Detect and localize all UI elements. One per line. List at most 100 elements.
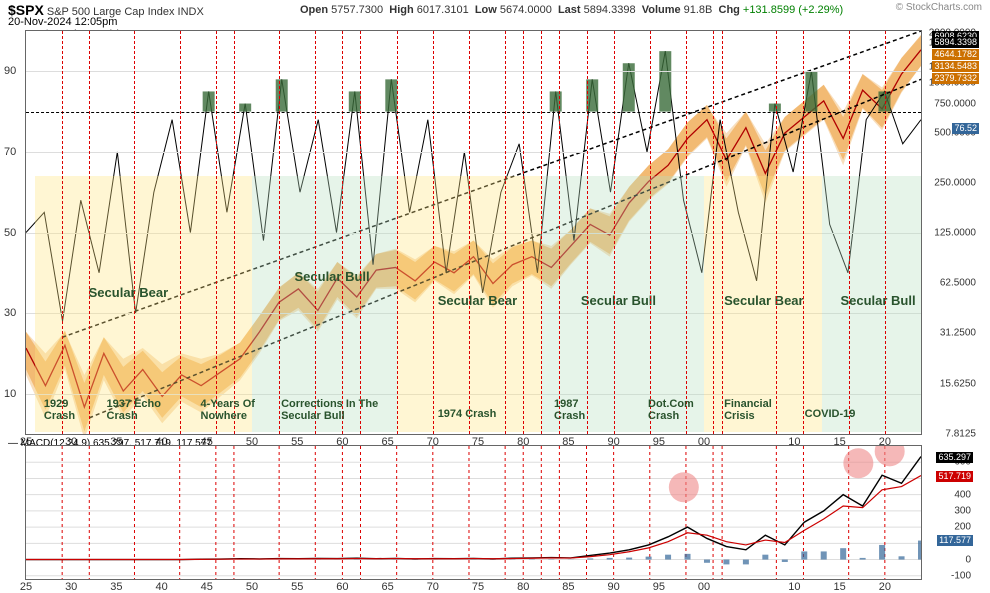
macd-tick: 400 xyxy=(954,489,971,500)
rsi-tick: 10 xyxy=(4,388,16,400)
macd-year-tick: 65 xyxy=(381,581,393,593)
macd-tag: 517.719 xyxy=(936,471,973,482)
crash-annotation: 4-Years Of Nowhere xyxy=(201,398,255,422)
event-vline xyxy=(559,31,560,434)
secular-region xyxy=(252,176,397,432)
macd-year-tick: 00 xyxy=(698,581,710,593)
event-vline xyxy=(713,31,714,434)
event-vline xyxy=(541,31,542,434)
event-vline xyxy=(587,31,588,434)
crash-annotation: COVID-19 xyxy=(805,408,856,420)
rsi-tick: 90 xyxy=(4,65,16,77)
crash-annotation: Corrections In The Secular Bull xyxy=(281,398,378,422)
price-tag: 3134.5483 xyxy=(932,61,979,72)
event-vline xyxy=(650,31,651,434)
macd-year-tick: 40 xyxy=(155,581,167,593)
event-vline xyxy=(397,31,398,434)
event-vline xyxy=(776,31,777,434)
rsi-tick: 50 xyxy=(4,227,16,239)
event-vline xyxy=(614,31,615,434)
last-label: Last xyxy=(558,4,581,16)
price-tick: 31.2500 xyxy=(940,328,976,339)
region-label: Secular Bear xyxy=(724,293,804,308)
event-vline xyxy=(523,31,524,434)
price-tick: 125.0000 xyxy=(934,227,976,238)
event-vline xyxy=(686,31,687,434)
macd-year-tick: 50 xyxy=(246,581,258,593)
price-tick: 7.8125 xyxy=(945,429,976,440)
price-tick: 15.6250 xyxy=(940,378,976,389)
high-val: 6017.3101 xyxy=(417,4,469,16)
crash-annotation: Financial Crisis xyxy=(724,398,772,422)
price-tag: 2379.7332 xyxy=(932,73,979,84)
open-val: 5757.7300 xyxy=(331,4,383,16)
region-label: Secular Bull xyxy=(295,269,370,284)
event-vline xyxy=(722,31,723,434)
macd-tick: -100 xyxy=(951,570,971,581)
low-label: Low xyxy=(475,4,497,16)
macd-tick: 300 xyxy=(954,505,971,516)
price-tag: 5894.3398 xyxy=(932,37,979,48)
event-vline xyxy=(885,31,886,434)
macd-year-tick: 75 xyxy=(472,581,484,593)
macd-year-tick: 10 xyxy=(788,581,800,593)
event-vline xyxy=(803,31,804,434)
event-vline xyxy=(849,31,850,434)
crash-annotation: 1937 Echo Crash xyxy=(107,398,161,422)
event-vline xyxy=(180,31,181,434)
event-vline xyxy=(216,31,217,434)
rsi-tick: 30 xyxy=(4,307,16,319)
last-val: 5894.3398 xyxy=(584,4,636,16)
macd-year-tick: 70 xyxy=(427,581,439,593)
macd-year-tick: 30 xyxy=(65,581,77,593)
event-vline xyxy=(315,31,316,434)
source-label: © StockCharts.com xyxy=(896,2,982,13)
macd-tag: 117.577 xyxy=(937,535,973,546)
region-label: Secular Bull xyxy=(581,293,656,308)
high-label: High xyxy=(389,4,413,16)
price-tag: 4644.1782 xyxy=(932,49,979,60)
event-vline xyxy=(279,31,280,434)
crash-annotation: 1929 Crash xyxy=(44,398,75,422)
low-val: 5674.0000 xyxy=(500,4,552,16)
chg-val: +131.8599 (+2.29%) xyxy=(743,4,843,16)
macd-year-tick: 55 xyxy=(291,581,303,593)
macd-svg xyxy=(26,446,921,579)
price-tick: 750.0000 xyxy=(934,99,976,110)
rsi-tick: 70 xyxy=(4,146,16,158)
rsi-80-line xyxy=(26,112,921,113)
macd-tag: 635.297 xyxy=(936,452,973,463)
macd-chart[interactable]: -1000100200300400500600635.297517.719117… xyxy=(25,445,922,580)
price-tick: 250.0000 xyxy=(934,178,976,189)
macd-year-tick: 60 xyxy=(336,581,348,593)
open-label: Open xyxy=(300,4,328,16)
crash-annotation: Dot.Com Crash xyxy=(648,398,694,422)
event-vline xyxy=(469,31,470,434)
event-vline xyxy=(89,31,90,434)
macd-year-tick: 25 xyxy=(20,581,32,593)
macd-year-tick: 35 xyxy=(110,581,122,593)
event-vline xyxy=(234,31,235,434)
price-tag: 76.52 xyxy=(952,123,979,134)
macd-tick: 200 xyxy=(954,522,971,533)
event-vline xyxy=(134,31,135,434)
vol-val: 91.8B xyxy=(684,4,713,16)
macd-year-tick: 95 xyxy=(653,581,665,593)
event-vline xyxy=(433,31,434,434)
macd-year-tick: 90 xyxy=(608,581,620,593)
macd-year-tick: 20 xyxy=(879,581,891,593)
quote-row: Open5757.7300 High 6017.3101 Low5674.0000… xyxy=(300,4,843,16)
event-vline xyxy=(62,31,63,434)
macd-year-tick: 80 xyxy=(517,581,529,593)
region-label: Secular Bear xyxy=(89,285,169,300)
chg-label: Chg xyxy=(719,4,740,16)
region-label: Secular Bull xyxy=(840,293,915,308)
event-vline xyxy=(505,31,506,434)
event-vline xyxy=(360,31,361,434)
main-chart[interactable]: Secular Bear Secular Bull Secular Bear Secu… xyxy=(25,30,922,435)
vol-label: Volume xyxy=(642,4,681,16)
event-vline xyxy=(342,31,343,434)
macd-year-tick: 15 xyxy=(834,581,846,593)
crash-annotation: 1974 Crash xyxy=(438,408,497,420)
macd-tick: 0 xyxy=(965,554,971,565)
